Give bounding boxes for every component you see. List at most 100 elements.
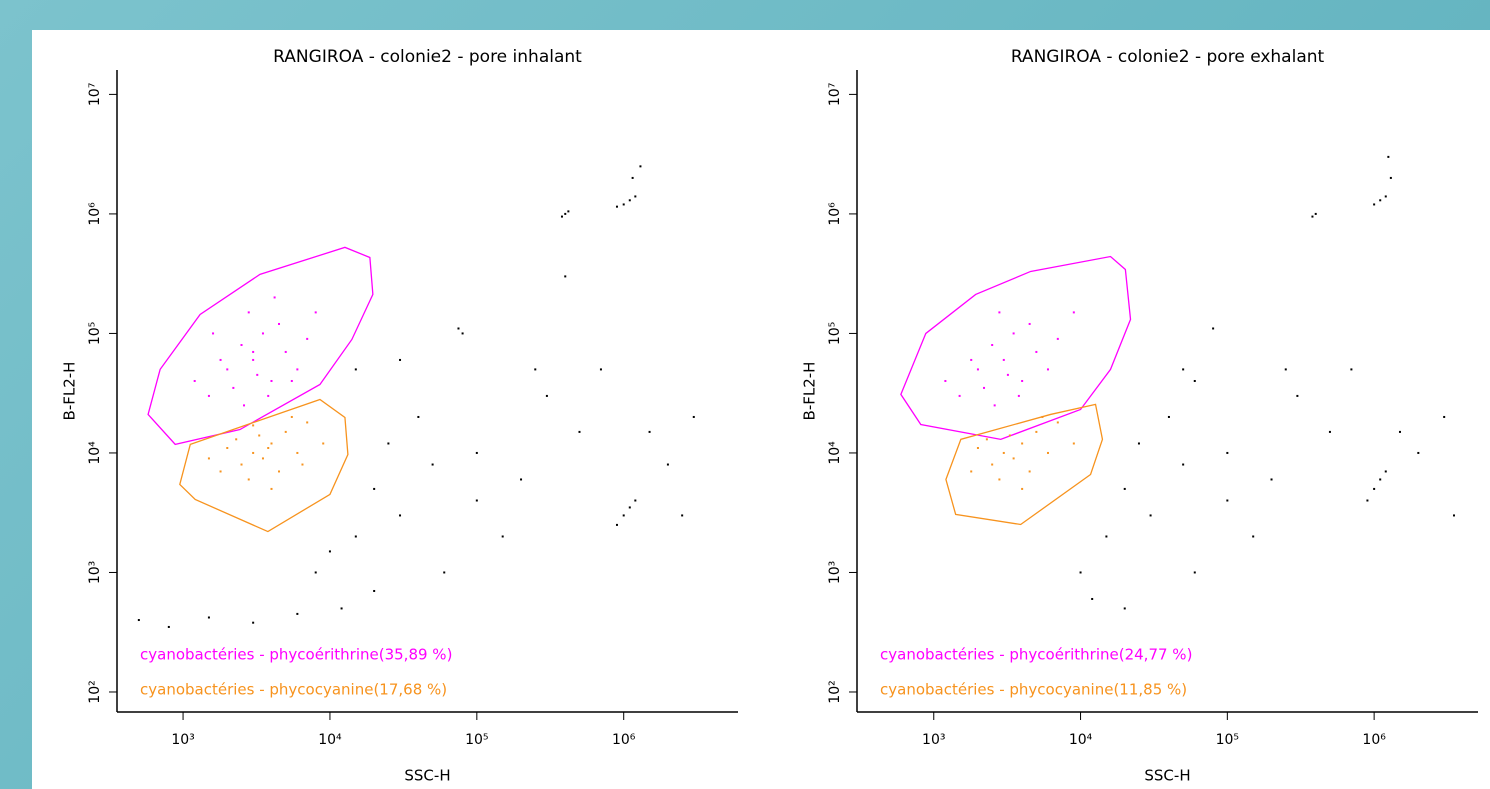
point — [1212, 327, 1215, 330]
point — [243, 404, 246, 407]
point — [261, 457, 264, 460]
point — [622, 203, 625, 206]
point — [958, 394, 961, 397]
point — [1398, 430, 1401, 433]
x-axis-label: SSC-H — [404, 767, 450, 785]
point — [475, 499, 478, 502]
point — [278, 470, 281, 473]
point — [1328, 430, 1331, 433]
y-tick-label: 10² — [827, 680, 843, 703]
point — [252, 424, 255, 427]
point — [1387, 155, 1390, 158]
point — [628, 199, 631, 202]
point — [247, 311, 250, 314]
point — [235, 438, 238, 441]
y-tick-label: 10³ — [827, 561, 843, 584]
point — [631, 176, 634, 179]
y-tick-label: 10⁵ — [87, 322, 103, 345]
x-tick-label: 10³ — [922, 732, 945, 748]
point — [1056, 337, 1059, 340]
point — [270, 487, 273, 490]
point — [399, 514, 402, 517]
point — [1072, 442, 1075, 445]
point — [328, 550, 331, 553]
point — [306, 421, 309, 424]
point — [314, 311, 317, 314]
point — [1149, 514, 1152, 517]
y-axis-label: B-FL2-H — [61, 362, 79, 421]
point — [301, 463, 304, 466]
point — [1012, 457, 1015, 460]
point — [1452, 514, 1455, 517]
point — [639, 165, 642, 168]
chart-title: RANGIROA - colonie2 - pore inhalant — [273, 47, 582, 67]
point — [193, 379, 196, 382]
point — [1079, 571, 1082, 574]
point — [998, 311, 1001, 314]
gate — [900, 255, 1132, 441]
point — [1270, 478, 1273, 481]
point — [564, 275, 567, 278]
point — [560, 215, 563, 218]
legend-entry: cyanobactéries - phycocyanine(11,85 %) — [880, 681, 1187, 699]
point — [1443, 415, 1446, 418]
point — [267, 394, 270, 397]
point — [1379, 199, 1382, 202]
legend-entry: cyanobactéries - phycoérithrine(35,89 %) — [140, 646, 452, 664]
point — [1182, 368, 1185, 371]
point — [240, 463, 243, 466]
point — [431, 463, 434, 466]
point — [1389, 176, 1392, 179]
point — [261, 332, 264, 335]
point — [944, 379, 947, 382]
point — [666, 463, 669, 466]
point — [545, 394, 548, 397]
point — [1041, 415, 1044, 418]
point — [207, 616, 210, 619]
point — [634, 499, 637, 502]
point — [1226, 499, 1229, 502]
y-tick-label: 10⁴ — [827, 441, 843, 465]
point — [226, 447, 229, 450]
x-tick-label: 10³ — [171, 732, 194, 748]
x-tick-label: 10⁵ — [1216, 732, 1239, 748]
point — [252, 350, 255, 353]
point — [1056, 421, 1059, 424]
y-tick-label: 10⁷ — [827, 83, 843, 106]
point — [1091, 597, 1094, 600]
point — [578, 430, 581, 433]
point — [615, 205, 618, 208]
y-tick-label: 10⁶ — [827, 202, 843, 226]
point — [991, 344, 994, 347]
point — [976, 368, 979, 371]
gate — [147, 246, 374, 446]
point — [284, 430, 287, 433]
point — [1311, 215, 1314, 218]
point — [1021, 379, 1024, 382]
point — [970, 470, 973, 473]
x-tick-label: 10⁴ — [318, 732, 342, 748]
point — [1105, 535, 1108, 538]
point — [354, 535, 357, 538]
point — [252, 451, 255, 454]
point — [252, 358, 255, 361]
point — [278, 322, 281, 325]
point — [998, 478, 1001, 481]
x-tick-label: 10⁶ — [612, 732, 636, 748]
point — [1284, 368, 1287, 371]
point — [1193, 379, 1196, 382]
point — [284, 350, 287, 353]
y-tick-label: 10⁴ — [87, 441, 103, 465]
point — [983, 386, 986, 389]
y-tick-label: 10⁶ — [87, 202, 103, 226]
point — [252, 621, 255, 624]
x-tick-label: 10⁵ — [465, 732, 488, 748]
point — [1035, 350, 1038, 353]
point — [1008, 434, 1011, 437]
y-tick-label: 10³ — [87, 561, 103, 584]
point — [599, 368, 602, 371]
point — [1226, 451, 1229, 454]
point — [443, 571, 446, 574]
gate — [945, 403, 1104, 526]
y-axis-label: B-FL2-H — [801, 362, 819, 421]
